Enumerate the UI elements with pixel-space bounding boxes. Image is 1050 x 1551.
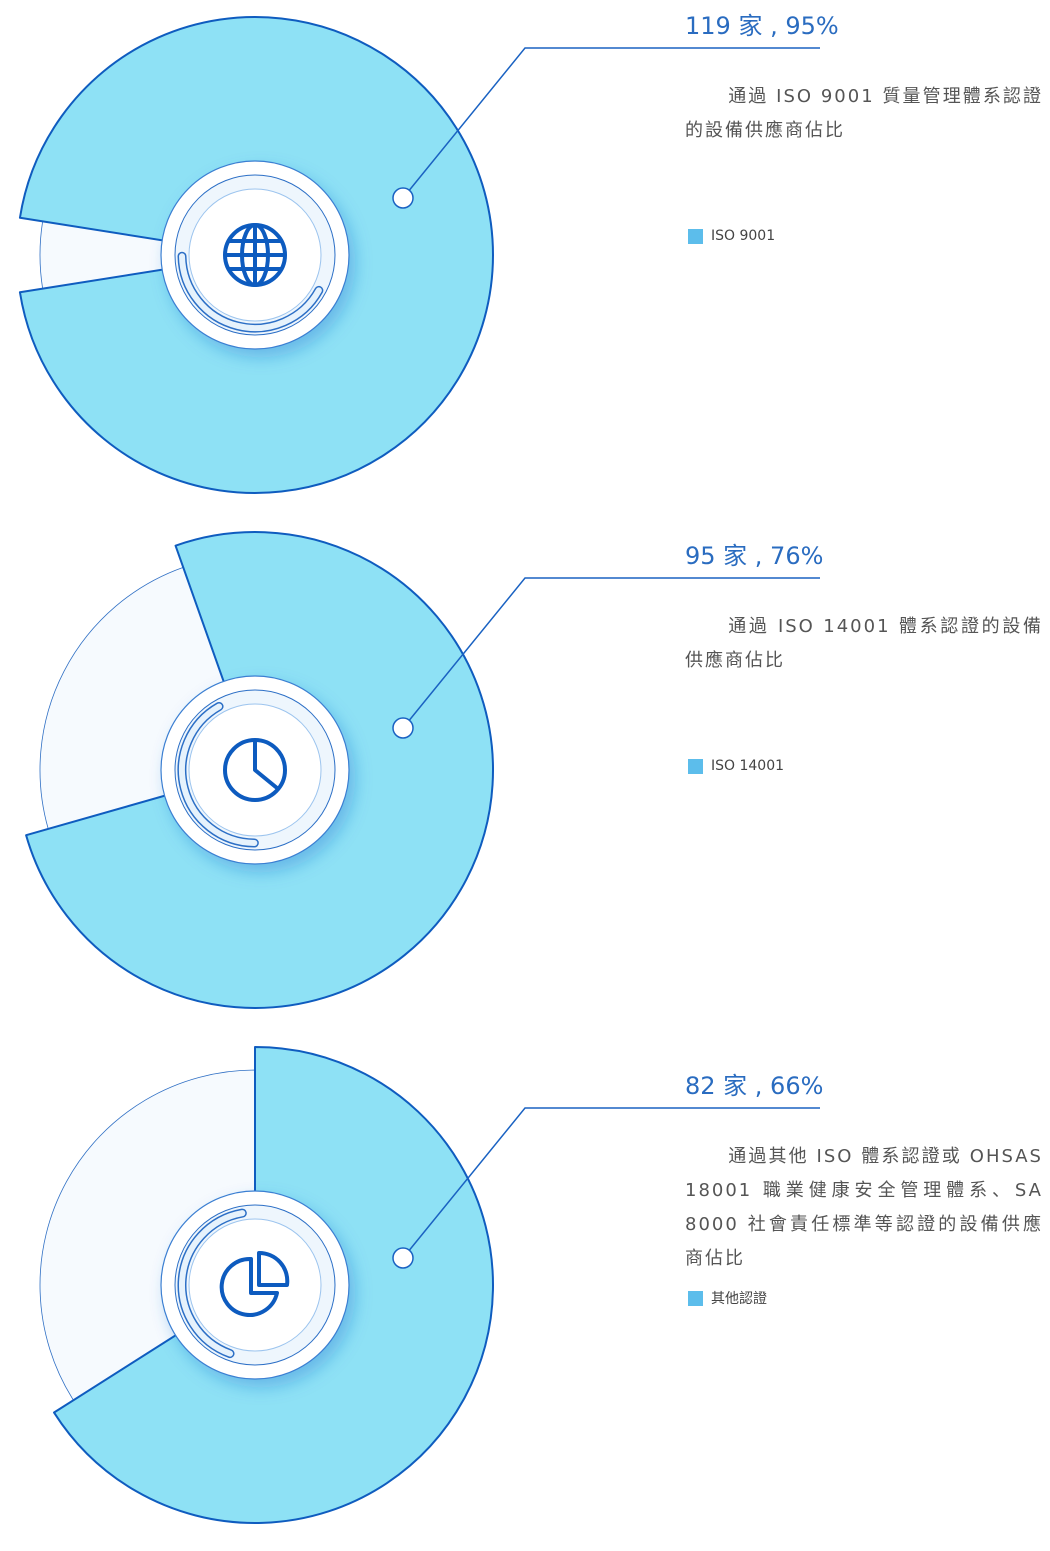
legend: ISO 9001 <box>688 228 775 244</box>
leader-line <box>402 577 820 729</box>
icon <box>257 1250 290 1287</box>
legend-label: 其他認證 <box>711 1291 767 1307</box>
value-label: 95 家 , 76% <box>685 542 824 570</box>
description: 通過其他 ISO 體系認證或 OHSAS 18001 職業健康安全管理體系、SA… <box>685 1146 1043 1269</box>
pie-chart <box>39 1046 820 1524</box>
legend-label: ISO 14001 <box>711 758 785 774</box>
icon <box>225 225 285 285</box>
pie-chart <box>18 16 820 494</box>
legend-label: ISO 9001 <box>711 228 776 244</box>
hub-arc <box>179 1210 246 1357</box>
description: 通過 ISO 14001 體系認證的設備供應商佔比 <box>685 616 1043 671</box>
leader-dot <box>392 717 414 739</box>
hub-inner <box>188 1218 322 1352</box>
leader-line <box>402 47 820 199</box>
legend-swatch <box>688 1290 703 1306</box>
legend-swatch <box>688 758 703 774</box>
legend-swatch <box>688 228 703 244</box>
value-label: 82 家 , 66% <box>685 1072 824 1100</box>
leader-dot <box>392 1247 414 1269</box>
hub-arc <box>179 253 322 331</box>
legend: 其他認證 <box>688 1288 767 1308</box>
leader-line <box>402 1107 820 1259</box>
legend: ISO 14001 <box>688 758 784 774</box>
leader-dot <box>392 187 414 209</box>
hub-arc <box>179 703 258 846</box>
pie-chart <box>25 531 820 1009</box>
description: 通過 ISO 9001 質量管理體系認證的設備供應商佔比 <box>685 86 1043 141</box>
icon <box>219 1256 279 1317</box>
icon <box>253 740 279 790</box>
value-label: 119 家 , 95% <box>685 12 839 40</box>
